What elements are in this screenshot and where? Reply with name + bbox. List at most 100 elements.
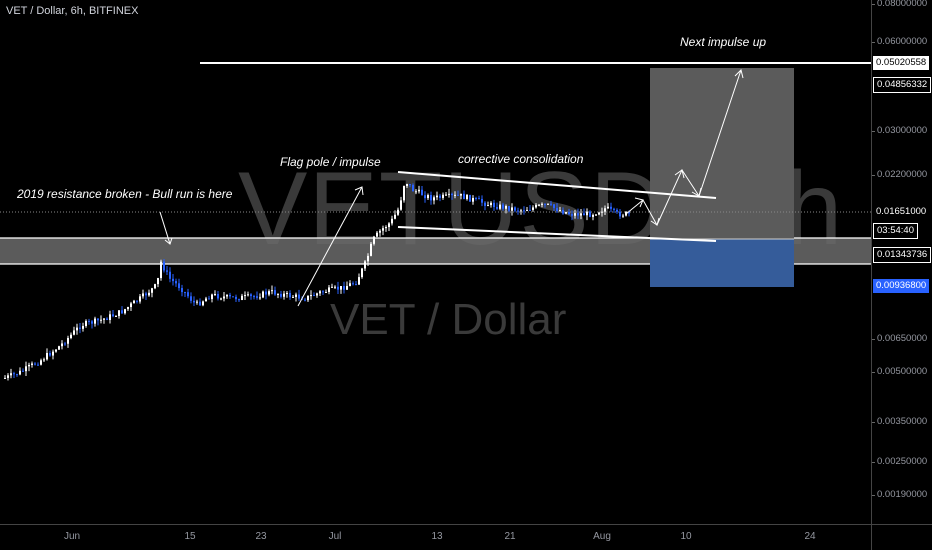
candle-body: [532, 207, 534, 210]
price-tick: 0.02200000: [871, 169, 928, 180]
candle-body: [235, 296, 237, 300]
candle-body: [526, 209, 528, 211]
symbol-header[interactable]: VET / Dollar, 6h, BITFINEX: [6, 5, 139, 17]
candle-body: [475, 197, 477, 199]
channel-upper-line[interactable]: [397, 171, 717, 199]
candle-body: [79, 327, 81, 329]
candle-body: [394, 214, 396, 219]
candle-body: [190, 296, 192, 301]
candle-body: [160, 261, 162, 279]
candle-body: [424, 195, 426, 199]
chart-canvas[interactable]: [0, 0, 871, 524]
candle-body: [157, 278, 159, 285]
candle-body: [514, 207, 516, 211]
candle-body: [358, 277, 360, 285]
candle-body: [382, 228, 384, 231]
candle-body: [295, 294, 297, 297]
candle-body: [262, 291, 264, 298]
projection-head-4: [691, 187, 702, 197]
candle-body: [613, 208, 615, 210]
candle-body: [265, 291, 267, 295]
candle-body: [124, 309, 126, 314]
candle-body: [52, 351, 54, 356]
candle-body: [559, 210, 561, 212]
candle-body: [589, 211, 591, 217]
price-tick: 0.00190000: [871, 489, 928, 500]
candle-body: [166, 270, 168, 272]
candle-body: [565, 212, 567, 214]
next-impulse-annotation[interactable]: Next impulse up: [680, 35, 767, 49]
price-tick: 0.00350000: [871, 416, 928, 427]
candle-body: [469, 194, 471, 202]
candle-body: [169, 271, 171, 279]
candle-body: [547, 203, 549, 205]
candle-body: [142, 293, 144, 297]
price-tick: 0.06000000: [871, 36, 928, 47]
candle-body: [487, 205, 489, 207]
projection-path[interactable]: [625, 69, 742, 227]
candle-body: [154, 284, 156, 289]
flag-pole-annotation[interactable]: Flag pole / impulse: [280, 155, 381, 169]
candle-body: [40, 360, 42, 365]
candle-body: [43, 359, 45, 361]
candle-body: [499, 204, 501, 209]
resistance-annotation[interactable]: 2019 resistance broken - Bull run is her…: [17, 187, 233, 201]
candle-body: [13, 373, 15, 375]
candle-body: [220, 298, 222, 300]
price-axis[interactable]: 0.08000000 0.06000000 0.03000000 0.02200…: [871, 0, 932, 524]
axis-corner: [871, 524, 932, 550]
chart-area[interactable]: VETUSD, 6h VET / Dollar: [0, 0, 871, 524]
time-tick: 15: [184, 531, 196, 542]
candle-body: [586, 211, 588, 216]
candle-body: [337, 286, 339, 290]
candle-body: [271, 290, 273, 292]
time-tick: 21: [504, 531, 516, 542]
candle-body: [538, 204, 540, 206]
candle-body: [361, 268, 363, 278]
candle-body: [130, 303, 132, 308]
candle-body: [118, 310, 120, 316]
candle-body: [535, 204, 537, 208]
candle-body: [496, 207, 498, 209]
resistance-arrow: [159, 211, 171, 245]
candle-body: [223, 296, 225, 299]
candle-body: [493, 202, 495, 208]
candle-body: [436, 195, 438, 198]
channel-lower-line[interactable]: [397, 226, 717, 242]
price-tick: 0.00250000: [871, 456, 928, 467]
candle-body: [346, 286, 348, 290]
candle-body: [577, 213, 579, 216]
profit-target-zone: [650, 68, 794, 239]
candle-body: [136, 300, 138, 302]
candle-body: [376, 232, 378, 237]
candle-body: [406, 184, 408, 187]
candle-body: [88, 320, 90, 322]
candle-body: [574, 213, 576, 216]
current-price-label: 0.01651000: [873, 205, 930, 219]
candle-body: [25, 366, 27, 372]
time-tick: Jul: [328, 531, 342, 542]
candle-body: [193, 300, 195, 303]
candle-body: [217, 293, 219, 299]
time-axis[interactable]: Jun 15 23 Jul 13 21 Aug 10 24: [0, 524, 871, 550]
candle-body: [541, 203, 543, 205]
flag-pole-arrow[interactable]: [297, 186, 363, 307]
stop-loss-zone: [650, 239, 794, 287]
consolidation-annotation[interactable]: corrective consolidation: [458, 152, 584, 166]
time-tick: Aug: [593, 531, 611, 542]
price-tick: 0.00650000: [871, 333, 928, 344]
candle-body: [466, 194, 468, 200]
candle-body: [562, 210, 564, 214]
candle-body: [109, 314, 111, 320]
candle-body: [418, 189, 420, 192]
candle-body: [256, 296, 258, 298]
candle-body: [259, 297, 261, 299]
candle-body: [481, 198, 483, 203]
candle-body: [502, 204, 504, 209]
candle-body: [523, 210, 525, 212]
candle-body: [409, 184, 411, 186]
candle-body: [349, 283, 351, 287]
candle-body: [310, 295, 312, 297]
candle-body: [148, 292, 150, 296]
candle-body: [556, 207, 558, 212]
